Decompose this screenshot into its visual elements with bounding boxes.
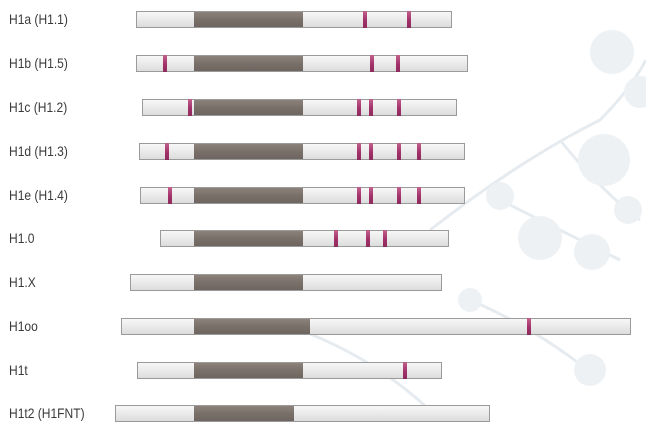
- modification-mark: [369, 99, 373, 116]
- globular-domain: [194, 144, 303, 159]
- modification-mark: [366, 230, 370, 247]
- modification-mark: [334, 230, 338, 247]
- modification-mark: [165, 143, 169, 160]
- histone-label: H1a (H1.1): [9, 11, 68, 27]
- protein-bar: [160, 230, 449, 247]
- modification-mark: [357, 143, 361, 160]
- modification-mark: [417, 187, 421, 204]
- globular-domain: [194, 188, 303, 203]
- modification-mark: [188, 99, 192, 116]
- protein-bar: [136, 55, 468, 72]
- modification-mark: [163, 55, 167, 72]
- histone-label: H1t2 (H1FNT): [9, 405, 85, 421]
- histone-label: H1b (H1.5): [9, 55, 68, 71]
- modification-mark: [403, 362, 407, 379]
- histone-label: H1e (H1.4): [9, 187, 68, 203]
- modification-mark: [168, 187, 172, 204]
- globular-domain: [194, 363, 303, 378]
- modification-mark: [417, 143, 421, 160]
- histone-label: H1t: [9, 362, 28, 378]
- modification-mark: [370, 55, 374, 72]
- histone-label: H1oo: [9, 318, 38, 334]
- protein-bar: [115, 405, 490, 422]
- protein-bar: [137, 362, 442, 379]
- globular-domain: [194, 275, 303, 290]
- modification-mark: [397, 99, 401, 116]
- histone-label: H1.X: [9, 274, 36, 290]
- modification-mark: [357, 187, 361, 204]
- modification-mark: [363, 11, 367, 28]
- modification-mark: [527, 318, 531, 335]
- histone-label: H1d (H1.3): [9, 143, 68, 159]
- modification-mark: [407, 11, 411, 28]
- globular-domain: [194, 56, 303, 71]
- modification-mark: [369, 143, 373, 160]
- modification-mark: [369, 187, 373, 204]
- modification-mark: [396, 55, 400, 72]
- protein-bar: [140, 187, 465, 204]
- protein-bar: [130, 274, 442, 291]
- histone-label: H1c (H1.2): [9, 99, 68, 115]
- protein-bar: [139, 143, 465, 160]
- globular-domain: [194, 319, 310, 334]
- histone-label: H1.0: [9, 230, 35, 246]
- globular-domain: [194, 231, 303, 246]
- protein-bar: [136, 11, 452, 28]
- globular-domain: [194, 100, 303, 115]
- modification-mark: [357, 99, 361, 116]
- protein-bar: [142, 99, 457, 116]
- modification-mark: [383, 230, 387, 247]
- modification-mark: [397, 187, 401, 204]
- protein-bar: [121, 318, 631, 335]
- modification-mark: [397, 143, 401, 160]
- globular-domain: [194, 406, 294, 421]
- globular-domain: [194, 12, 303, 27]
